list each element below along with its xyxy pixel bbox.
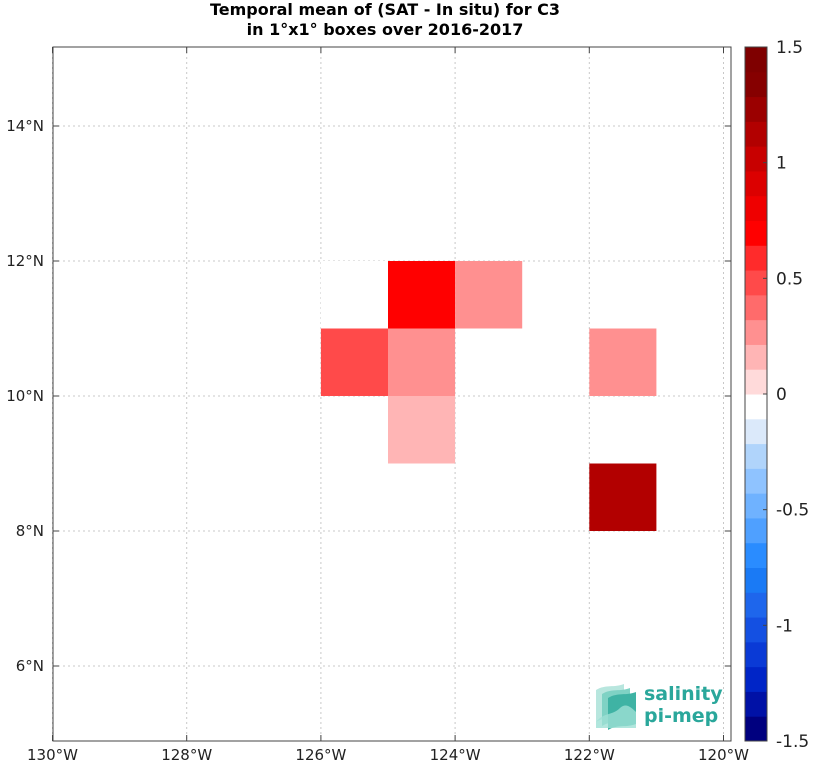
colorbar-swatch-21	[745, 195, 767, 221]
colorbar-swatch-2	[745, 666, 767, 692]
colorbar-swatch-20	[745, 220, 767, 246]
y-tick-label-2: 10°N	[6, 387, 44, 405]
x-tick-label-1: 128°W	[161, 746, 212, 763]
colorbar-tick-label-2: 0.5	[776, 269, 803, 289]
logo-text-salinity: salinity	[644, 683, 723, 705]
colorbar-swatch-16	[745, 319, 767, 345]
heatmap-cell-7	[589, 463, 657, 531]
x-tick-label-4: 122°W	[564, 746, 615, 763]
colorbar-swatch-22	[745, 170, 767, 197]
heatmap-cell-1	[388, 261, 456, 329]
colorbar-swatch-12	[745, 418, 767, 445]
colorbar-swatch-11	[745, 443, 767, 469]
colorbar-swatch-18	[745, 270, 767, 296]
colorbar-swatch-8	[745, 517, 767, 544]
colorbar-swatch-3	[745, 641, 767, 668]
chart-title-line-1: Temporal mean of (SAT - In situ) for C3	[209, 0, 561, 19]
salinity-pi-mep-logo: salinity pi-mep	[596, 683, 723, 730]
colorbar-swatch-14	[745, 369, 767, 395]
heatmap-cell-0	[320, 261, 388, 329]
colorbar-tick-label-5: -1	[776, 616, 793, 636]
logo-text-pi-mep: pi-mep	[644, 705, 718, 727]
colorbar-swatch-10	[745, 468, 767, 494]
y-tick-label-3: 12°N	[6, 252, 44, 270]
colorbar-tick-label-1: 1	[776, 154, 787, 174]
colorbar-swatch-15	[745, 344, 767, 370]
x-tick-label-0: 130°W	[27, 746, 78, 763]
data-cells	[320, 261, 657, 531]
colorbar: 1.5 1 0.5 0 -0.5 -1 -1.5	[744, 38, 809, 752]
colorbar-swatch-17	[745, 294, 767, 321]
plot-frame	[52, 46, 732, 742]
colorbar-swatch-7	[745, 542, 767, 568]
colorbar-swatch-13	[745, 394, 767, 420]
colorbar-swatch-23	[745, 146, 767, 172]
colorbar-tick-label-4: -0.5	[776, 501, 809, 521]
colorbar-swatch-24	[745, 121, 767, 147]
heatmap-cell-2	[455, 261, 523, 329]
chart-title-line-2: in 1°x1° boxes over 2016-2017	[246, 20, 524, 39]
colorbar-swatch-9	[745, 493, 767, 519]
colorbar-swatch-26	[745, 71, 767, 98]
x-tick-label-2: 126°W	[295, 746, 346, 763]
colorbar-swatch-6	[745, 567, 767, 593]
colorbar-swatch-1	[745, 691, 767, 717]
axes: 130°W 128°W 126°W 124°W 122°W 120°W 6°N 8°N 10°N…	[6, 46, 749, 763]
logo-wave-icon	[596, 684, 636, 730]
x-tick-label-3: 124°W	[430, 746, 481, 763]
colorbar-swatch-4	[745, 617, 767, 643]
colorbar-swatch-25	[745, 96, 767, 122]
colorbar-swatch-27	[745, 47, 767, 73]
heatmap-cell-5	[589, 328, 657, 396]
y-tick-label-4: 14°N	[6, 117, 44, 135]
chart-title: Temporal mean of (SAT - In situ) for C3 …	[0, 0, 770, 40]
y-tick-label-1: 8°N	[16, 522, 44, 540]
colorbar-tick-label-0: 1.5	[776, 38, 803, 58]
heatmap-cell-4	[388, 328, 456, 396]
heatmap-cell-3	[320, 328, 388, 396]
heatmap-cell-6	[388, 396, 456, 464]
x-tick-label-5: 120°W	[698, 746, 749, 763]
colorbar-tick-label-3: 0	[776, 385, 787, 405]
colorbar-swatch-19	[745, 245, 767, 271]
colorbar-swatch-5	[745, 592, 767, 618]
colorbar-tick-label-6: -1.5	[776, 732, 809, 752]
y-tick-label-0: 6°N	[16, 657, 44, 675]
colorbar-swatch-0	[745, 716, 767, 742]
